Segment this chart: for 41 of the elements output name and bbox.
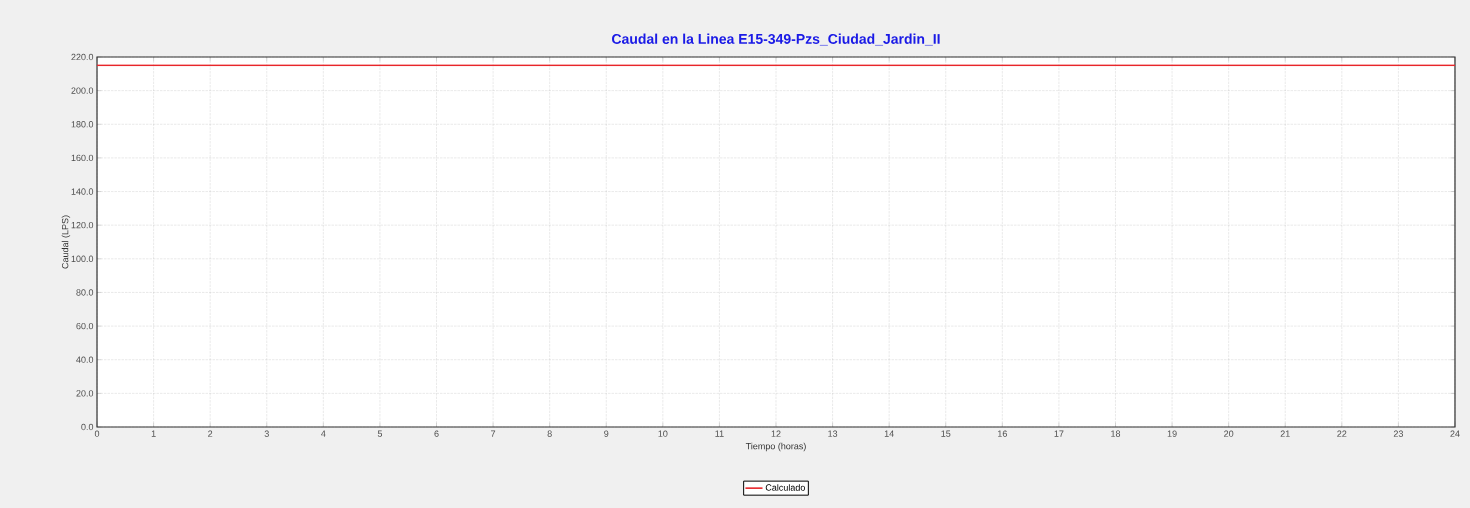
y-tick-label: 0.0: [81, 423, 94, 431]
y-tick-label: 180.0: [71, 121, 94, 128]
x-tick-label: 6: [434, 430, 439, 437]
x-tick-label: 24: [1450, 430, 1460, 437]
x-tick-label: 4: [321, 430, 326, 437]
y-tick-label: 140.0: [71, 188, 94, 195]
y-tick-label: 220.0: [71, 53, 94, 61]
x-axis-title: Tiempo (horas): [745, 442, 806, 452]
x-tick-label: 13: [828, 430, 838, 437]
x-tick-label: 20: [1224, 430, 1234, 437]
x-tick-label: 15: [941, 430, 951, 437]
y-tick-label: 40.0: [76, 356, 94, 363]
x-tick-label: 10: [658, 430, 668, 437]
x-tick-label: 5: [377, 430, 383, 437]
y-tick-label: 80.0: [76, 289, 94, 296]
x-tick-label: 21: [1280, 430, 1290, 437]
x-tick-label: 23: [1393, 430, 1404, 437]
x-tick-label: 14: [884, 430, 894, 437]
y-tick-label: 20.0: [76, 390, 94, 397]
x-tick-label: 11: [715, 430, 724, 437]
x-tick-label: 17: [1054, 430, 1064, 437]
y-axis-title: Caudal (LPS): [61, 215, 71, 269]
x-tick-label: 12: [771, 430, 781, 437]
y-tick-label: 100.0: [71, 255, 94, 262]
x-tick-label: 22: [1337, 430, 1347, 437]
x-tick-label: 7: [491, 430, 496, 437]
x-tick-label: 3: [264, 430, 269, 437]
x-tick-label: 16: [998, 430, 1007, 437]
x-tick-label: 8: [547, 430, 552, 437]
chart-title: Caudal en la Linea E15-349-Pzs_Ciudad_Jardin_II: [612, 33, 940, 46]
x-tick-label: 2: [208, 430, 213, 437]
y-tick-label: 160.0: [71, 154, 94, 162]
y-tick-label: 120.0: [71, 221, 94, 229]
y-tick-label: 60.0: [76, 322, 94, 330]
x-tick-label: 9: [604, 430, 609, 437]
x-tick-label: 1: [151, 430, 156, 437]
x-tick-label: 19: [1167, 430, 1177, 437]
y-tick-label: 200.0: [71, 87, 94, 94]
x-tick-label: 18: [1111, 430, 1121, 437]
x-tick-label: 0: [94, 430, 100, 437]
legend-label: Calculado: [765, 484, 805, 491]
